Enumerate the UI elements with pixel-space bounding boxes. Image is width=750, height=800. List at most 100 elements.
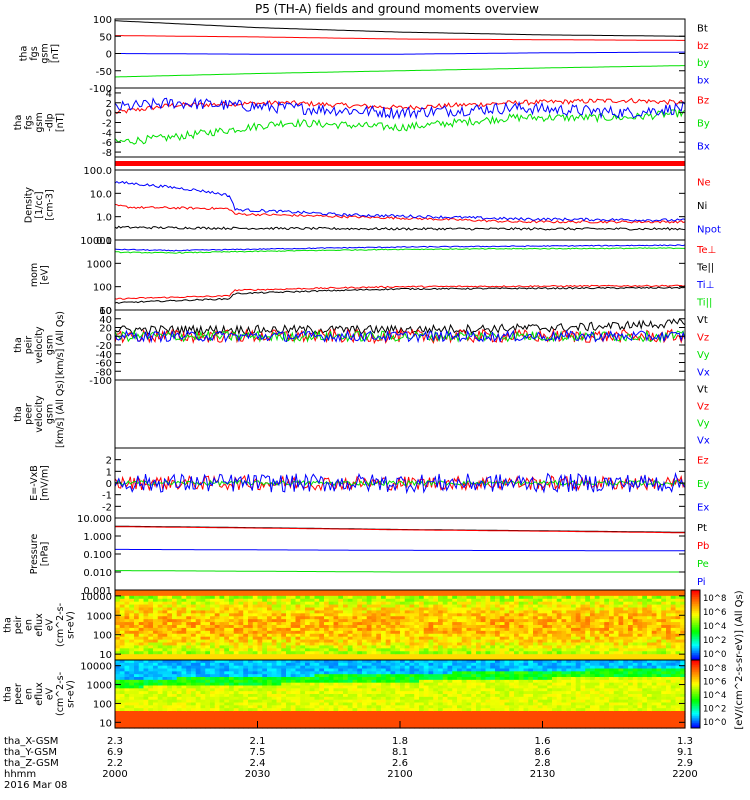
heatmap-cell	[580, 622, 586, 626]
heatmap-cell	[143, 725, 149, 729]
heatmap-cell	[357, 685, 363, 689]
heatmap-cell	[205, 607, 211, 612]
heatmap-cell	[138, 654, 145, 658]
heatmap-cell	[129, 592, 135, 597]
heatmap-cell	[300, 688, 306, 692]
heatmap-cell	[381, 708, 387, 712]
heatmap-cell	[366, 645, 373, 649]
heatmap-cell	[400, 668, 406, 672]
heatmap-cell	[490, 630, 496, 635]
heatmap-cell	[271, 679, 278, 684]
heatmap-cell	[267, 648, 273, 652]
heatmap-cell	[200, 630, 206, 635]
heatmap-cell	[343, 592, 349, 597]
heatmap-cell	[385, 716, 392, 721]
heatmap-cell	[309, 595, 316, 600]
heatmap-cell	[186, 654, 192, 658]
heatmap-cell	[471, 662, 477, 667]
heatmap-cell	[191, 660, 197, 664]
heatmap-cell	[466, 671, 472, 675]
heatmap-cell	[129, 660, 135, 664]
heatmap-cell	[319, 648, 325, 652]
heatmap-cell	[271, 610, 278, 614]
heatmap-cell	[390, 685, 396, 689]
heatmap-cell	[485, 619, 491, 623]
heatmap-cell	[419, 619, 425, 623]
heatmap-cell	[314, 682, 320, 687]
heatmap-cell	[594, 639, 601, 644]
heatmap-cell	[466, 677, 472, 681]
heatmap-cell	[385, 613, 392, 617]
heatmap-cell	[172, 688, 178, 692]
heatmap-cell	[561, 598, 567, 603]
heatmap-cell	[504, 625, 510, 629]
heatmap-cell	[400, 595, 406, 600]
heatmap-cell	[286, 595, 292, 600]
heatmap-cell	[580, 648, 586, 652]
heatmap-cell	[452, 713, 458, 718]
heatmap-cell	[172, 616, 178, 620]
heatmap-cell	[604, 636, 610, 641]
heatmap-cell	[400, 630, 406, 635]
heatmap-cell	[661, 590, 667, 594]
heatmap-cell	[666, 645, 672, 649]
colorbar-cell	[691, 604, 700, 607]
heatmap-cell	[281, 657, 287, 661]
heatmap-cell	[433, 696, 439, 701]
heatmap-cell	[533, 648, 539, 652]
heatmap-cell	[248, 654, 254, 658]
heatmap-cell	[281, 671, 287, 675]
heatmap-cell	[176, 679, 183, 684]
heatmap-cell	[119, 657, 126, 661]
heatmap-cell	[632, 613, 639, 617]
heatmap-cell	[523, 607, 529, 612]
colorbar-cell	[691, 591, 700, 594]
heatmap-cell	[186, 688, 192, 692]
heatmap-cell	[167, 607, 173, 612]
heatmap-cell	[390, 592, 396, 597]
heatmap-cell	[347, 705, 354, 709]
heatmap-cell	[119, 694, 126, 698]
heatmap-cell	[343, 598, 349, 603]
heatmap-cell	[172, 630, 178, 635]
heatmap-cell	[362, 645, 368, 649]
heatmap-cell	[115, 651, 121, 655]
heatmap-cell	[343, 702, 349, 706]
heatmap-cell	[471, 711, 477, 715]
heatmap-cell	[224, 702, 230, 706]
heatmap-cell	[214, 719, 221, 723]
heatmap-cell	[314, 622, 320, 626]
heatmap-cell	[248, 696, 254, 701]
heatmap-cell	[433, 702, 439, 706]
heatmap-cell	[286, 657, 292, 661]
heatmap-cell	[262, 716, 268, 721]
heatmap-cell	[333, 604, 339, 609]
heatmap-cell	[210, 633, 216, 638]
heatmap-cell	[385, 696, 392, 701]
y-tick-label: -1	[102, 491, 112, 502]
heatmap-cell	[642, 595, 648, 600]
heatmap-cell	[181, 702, 187, 706]
heatmap-cell	[428, 630, 434, 635]
heatmap-cell	[119, 696, 126, 701]
heatmap-cell	[537, 619, 544, 623]
heatmap-cell	[233, 674, 240, 678]
heatmap-cell	[252, 627, 259, 632]
heatmap-cell	[143, 660, 149, 664]
legend-label: Ez	[697, 456, 709, 467]
heatmap-cell	[362, 648, 368, 652]
heatmap-cell	[243, 699, 249, 704]
heatmap-cell	[281, 708, 287, 712]
heatmap-cell	[338, 657, 344, 661]
heatmap-cell	[200, 590, 206, 594]
heatmap-cell	[338, 630, 344, 635]
heatmap-cell	[210, 592, 216, 597]
heatmap-cell	[461, 630, 468, 635]
heatmap-cell	[366, 610, 373, 614]
heatmap-cell	[680, 642, 686, 647]
heatmap-cell	[324, 610, 330, 614]
heatmap-cell	[295, 633, 301, 638]
heatmap-cell	[452, 598, 458, 603]
heatmap-cell	[495, 627, 501, 632]
heatmap-cell	[205, 633, 211, 638]
